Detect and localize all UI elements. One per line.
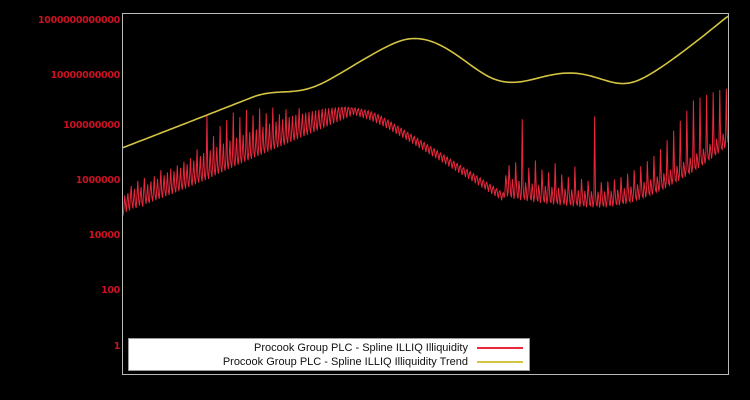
y-tick-label: 1000000	[75, 175, 120, 186]
illiquidity-line	[123, 88, 728, 216]
legend-color-swatch	[477, 346, 523, 349]
legend-label: Procook Group PLC - Spline ILLIQ Illiqui…	[222, 355, 468, 368]
y-tick-label: 1	[113, 341, 121, 352]
legend-color-swatch	[477, 360, 523, 363]
trend-line	[123, 15, 728, 149]
legend-label: Procook Group PLC - Spline ILLIQ Illiqui…	[254, 341, 468, 354]
plot-area	[122, 13, 729, 375]
y-axis: 1000000000000 10000000000 100000000 1000…	[0, 0, 120, 400]
y-tick-label: 10000	[88, 230, 120, 241]
legend: Procook Group PLC - Spline ILLIQ Illiqui…	[128, 338, 530, 371]
y-tick-label: 100000000	[63, 120, 120, 131]
y-tick-label: 1000000000000	[37, 15, 120, 26]
y-tick-label: 100	[101, 285, 120, 296]
y-tick-label: 10000000000	[50, 70, 121, 81]
series-canvas	[123, 15, 728, 216]
legend-item[interactable]: Procook Group PLC - Spline ILLIQ Illiqui…	[129, 355, 529, 369]
legend-item[interactable]: Procook Group PLC - Spline ILLIQ Illiqui…	[129, 341, 529, 355]
